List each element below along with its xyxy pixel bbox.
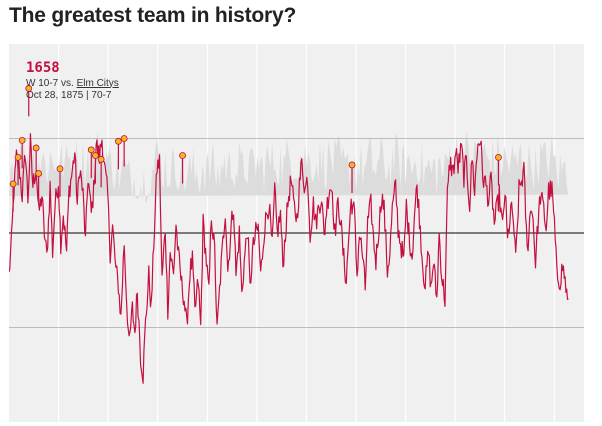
tooltip-date-score: Oct 28, 1875 | 70-7 <box>26 90 112 101</box>
chart-title: The greatest team in history? <box>9 4 297 27</box>
highlight-point[interactable] <box>120 135 128 142</box>
league-range-band <box>9 131 569 204</box>
elo-chart[interactable]: 1658 W 10-7 vs. Elm Citys Oct 28, 1875 |… <box>9 44 584 422</box>
highlight-point[interactable] <box>32 144 40 152</box>
highlight-point[interactable] <box>56 165 64 173</box>
game-tooltip: 1658 W 10-7 vs. Elm Citys Oct 28, 1875 |… <box>26 60 119 103</box>
tooltip-result: W 10-7 vs. <box>26 77 74 89</box>
tooltip-elo: 1658 <box>26 60 60 76</box>
tooltip-opponent[interactable]: Elm Citys <box>76 77 119 89</box>
highlight-point[interactable] <box>115 137 122 145</box>
highlight-point[interactable] <box>35 170 43 177</box>
highlight-point[interactable] <box>495 154 502 161</box>
highlight-point[interactable] <box>87 146 95 154</box>
tooltip-result-line: W 10-7 vs. Elm Citys <box>26 78 119 91</box>
highlight-points <box>9 85 502 212</box>
team-elo-line <box>9 133 569 384</box>
horizontal-gridlines <box>9 138 584 328</box>
highlight-point[interactable] <box>9 180 17 188</box>
highlight-point[interactable] <box>91 152 99 159</box>
highlight-point[interactable] <box>14 154 22 161</box>
highlight-point[interactable] <box>179 152 186 159</box>
highlight-point[interactable] <box>348 161 356 169</box>
elo-chart-svg <box>9 44 584 422</box>
highlight-point[interactable] <box>97 155 105 163</box>
highlight-point[interactable] <box>25 85 33 92</box>
highlight-point[interactable] <box>18 136 26 144</box>
